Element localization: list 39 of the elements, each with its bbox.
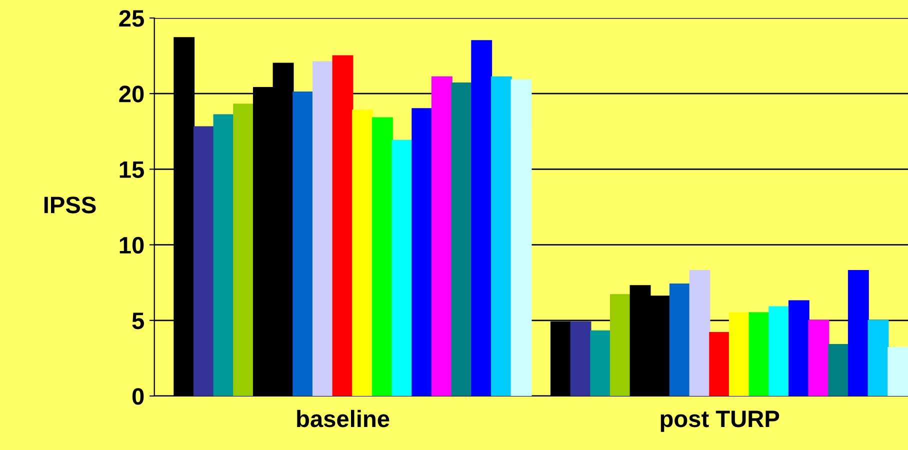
y-tick-label: 20 [119,86,144,102]
bar [451,82,472,396]
bar [689,270,710,396]
bar [788,300,810,396]
bar [213,114,234,396]
bar [748,312,770,396]
y-tick-label: 5 [132,312,144,330]
bar [372,117,393,396]
bar [352,110,374,396]
bar [233,104,254,396]
x-tick-label: post TURP [660,410,780,432]
bar [848,270,869,396]
bar [292,92,314,396]
bar [768,306,790,396]
bar [392,140,413,396]
y-axis-title: IPSS [44,196,96,214]
x-tick-label: baseline [297,410,390,428]
y-tick-label: 0 [132,388,144,405]
bar [868,320,889,396]
bar [193,126,214,396]
bar [808,320,830,396]
bar [431,76,452,396]
bar [312,61,334,396]
bar [510,79,532,396]
bar [888,347,908,396]
bar [570,321,592,396]
bar [709,332,730,396]
y-tick-label: 15 [120,162,144,178]
bar [669,284,690,396]
bar [590,330,612,396]
y-tick-label: 10 [120,236,144,254]
bar [471,40,492,396]
bar [728,312,750,396]
y-tick-label: 25 [119,10,144,27]
bar [828,344,850,396]
bar [332,55,354,396]
bar [610,294,631,396]
bar [412,108,433,396]
bar [490,76,512,396]
